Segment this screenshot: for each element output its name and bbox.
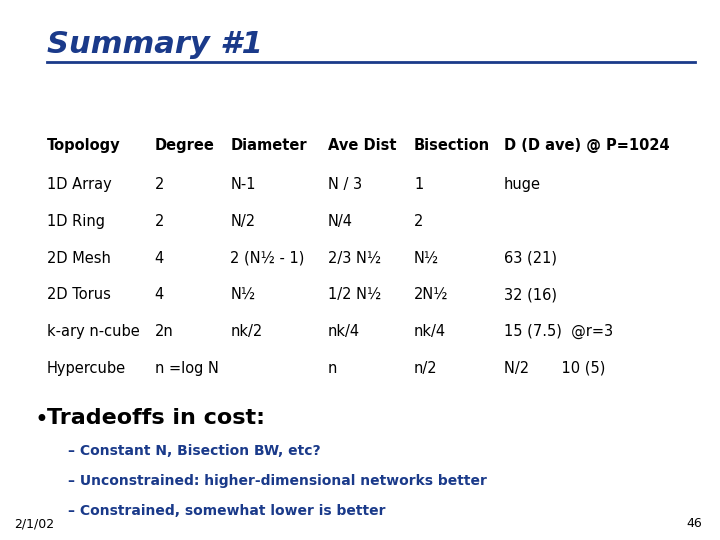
Text: 1D Array: 1D Array — [47, 177, 112, 192]
Text: Diameter: Diameter — [230, 138, 307, 153]
Text: 4: 4 — [155, 287, 164, 302]
Text: 2N½: 2N½ — [414, 287, 449, 302]
Text: 2/3 N½: 2/3 N½ — [328, 251, 381, 266]
Text: nk/4: nk/4 — [328, 324, 360, 339]
Text: 15 (7.5)  @r=3: 15 (7.5) @r=3 — [504, 324, 613, 339]
Text: 2 (N½ - 1): 2 (N½ - 1) — [230, 251, 305, 266]
Text: 1: 1 — [414, 177, 423, 192]
Text: n: n — [328, 361, 337, 376]
Text: N½: N½ — [414, 251, 439, 266]
Text: – Constant N, Bisection BW, etc?: – Constant N, Bisection BW, etc? — [68, 444, 321, 458]
Text: Bisection: Bisection — [414, 138, 490, 153]
Text: Topology: Topology — [47, 138, 120, 153]
Text: – Constrained, somewhat lower is better: – Constrained, somewhat lower is better — [68, 504, 386, 518]
Text: 2: 2 — [414, 214, 423, 229]
Text: 2n: 2n — [155, 324, 174, 339]
Text: N-1: N-1 — [230, 177, 256, 192]
Text: – Unconstrained: higher-dimensional networks better: – Unconstrained: higher-dimensional netw… — [68, 474, 487, 488]
Text: nk/2: nk/2 — [230, 324, 263, 339]
Text: 2/1/02: 2/1/02 — [14, 517, 55, 530]
Text: huge: huge — [504, 177, 541, 192]
Text: k-ary n-cube: k-ary n-cube — [47, 324, 140, 339]
Text: D (D ave) @ P=1024: D (D ave) @ P=1024 — [504, 138, 670, 153]
Text: 2D Torus: 2D Torus — [47, 287, 111, 302]
Text: Ave Dist: Ave Dist — [328, 138, 396, 153]
Text: 2: 2 — [155, 214, 164, 229]
Text: n/2: n/2 — [414, 361, 438, 376]
Text: nk/4: nk/4 — [414, 324, 446, 339]
Text: N/4: N/4 — [328, 214, 353, 229]
Text: N / 3: N / 3 — [328, 177, 361, 192]
Text: 46: 46 — [686, 517, 702, 530]
Text: 1D Ring: 1D Ring — [47, 214, 105, 229]
Text: 32 (16): 32 (16) — [504, 287, 557, 302]
Text: 2: 2 — [155, 177, 164, 192]
Text: n =log N: n =log N — [155, 361, 219, 376]
Text: 1/2 N½: 1/2 N½ — [328, 287, 381, 302]
Text: N/2: N/2 — [230, 214, 256, 229]
Text: Tradeoffs in cost:: Tradeoffs in cost: — [47, 408, 265, 428]
Text: 4: 4 — [155, 251, 164, 266]
Text: Hypercube: Hypercube — [47, 361, 126, 376]
Text: Degree: Degree — [155, 138, 215, 153]
Text: 63 (21): 63 (21) — [504, 251, 557, 266]
Text: N½: N½ — [230, 287, 256, 302]
Text: Summary #1: Summary #1 — [47, 30, 263, 59]
Text: •: • — [35, 408, 48, 431]
Text: N/2       10 (5): N/2 10 (5) — [504, 361, 606, 376]
Text: 2D Mesh: 2D Mesh — [47, 251, 111, 266]
